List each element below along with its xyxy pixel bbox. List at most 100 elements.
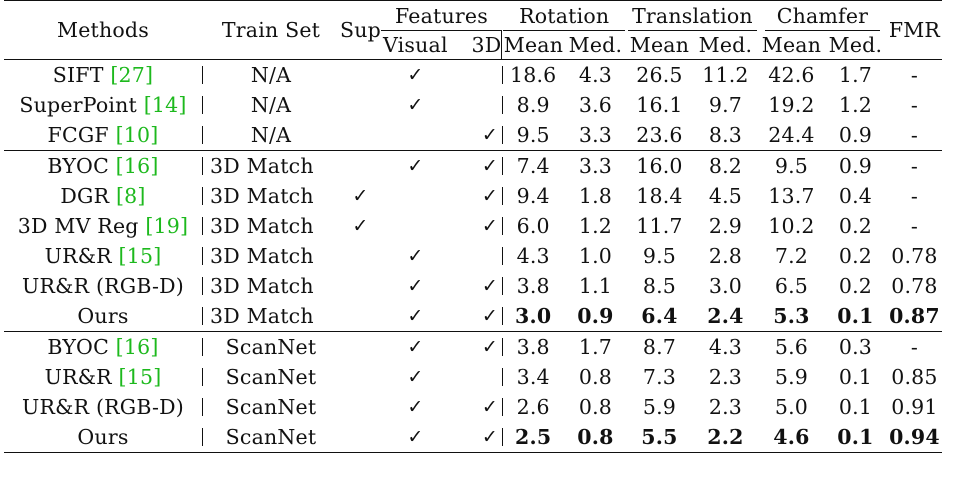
visual-check: ✓ — [407, 245, 424, 267]
citation-link[interactable]: [19] — [145, 214, 189, 238]
translation-med-value: 2.4 — [707, 304, 744, 328]
chamfer-mean-value: 4.6 — [758, 422, 825, 453]
header-row-1: Methods Train Set Sup Features Rotation … — [4, 0, 943, 60]
sup-check — [340, 392, 381, 422]
chamfer-med-value: 1.7 — [824, 59, 887, 90]
fmr-value: - — [910, 214, 918, 238]
translation-med-value: 2.9 — [708, 214, 743, 238]
citation-link[interactable]: [8] — [115, 184, 146, 208]
citation-link[interactable]: [15] — [118, 244, 162, 268]
table-row: UR&R [15] ScanNet ✓ 3.4 0.8 7.3 2.3 5.9 0.1 0.85 — [4, 362, 942, 392]
train-set-cell: 3D Match — [202, 181, 340, 211]
visual-check: ✓ — [407, 305, 424, 327]
translation-mean-value: 23.6 — [636, 123, 683, 147]
table-row: BYOC [16] ScanNet ✓ ✓ 3.8 1.7 8.7 4.3 5.6 0.3- — [4, 331, 943, 362]
method-name: SIFT — [52, 63, 111, 87]
header-fmr: FMR — [886, 0, 943, 60]
rotation-med-value: 1.1 — [578, 274, 613, 298]
sup-check — [340, 90, 381, 120]
header-translation-mean: Mean — [629, 33, 690, 57]
citation-link[interactable]: [15] — [118, 365, 162, 389]
table-row: DGR [8] 3D Match ✓ ✓ 9.4 1.8 18.4 4.5 13.7 0.4- — [4, 181, 942, 211]
citation-link[interactable]: [27] — [110, 63, 154, 87]
rotation-mean-value: 9.5 — [501, 120, 565, 151]
sup-check: ✓ — [352, 185, 369, 207]
train-set-cell: 3D Match — [202, 150, 340, 181]
chamfer-med-value: 0.1 — [838, 395, 873, 419]
method-name: UR&R (RGB-D) — [22, 274, 184, 298]
method-name: UR&R (RGB-D) — [22, 395, 184, 419]
chamfer-med-value: 0.1 — [824, 422, 887, 453]
sup-check — [340, 271, 381, 301]
rotation-med-value: 3.3 — [578, 123, 613, 147]
citation-link[interactable]: [14] — [143, 93, 187, 117]
rotation-med-value: 1.7 — [564, 331, 627, 362]
method-name: UR&R — [44, 365, 119, 389]
visual-check — [381, 181, 450, 211]
rotation-mean-value: 3.8 — [501, 271, 565, 301]
rotation-med-value: 0.9 — [577, 304, 614, 328]
translation-mean-value: 9.5 — [642, 244, 677, 268]
sup-check — [340, 59, 381, 90]
method-cell: Ours — [4, 422, 202, 453]
chamfer-med-value: 0.1 — [837, 304, 874, 328]
header-3d: 3D — [471, 33, 502, 57]
visual-check: ✓ — [380, 331, 450, 362]
header-chamfer: Chamfer — [758, 0, 887, 31]
fmr-value: - — [910, 123, 918, 147]
translation-med-value: 2.3 — [708, 365, 743, 389]
chamfer-mean-value: 10.2 — [768, 214, 815, 238]
rotation-mean-value: 3.8 — [501, 331, 565, 362]
fmr-value: 0.94 — [886, 422, 943, 453]
method-name: FCGF — [47, 123, 116, 147]
visual-check: ✓ — [407, 366, 424, 388]
train-set-cell: N/A — [202, 59, 340, 90]
three-d-check — [450, 362, 502, 392]
header-translation-med: Med. — [698, 33, 753, 57]
method-cell: UR&R (RGB-D) — [4, 392, 202, 422]
method-cell: 3D MV Reg [19] — [4, 211, 202, 241]
three-d-check: ✓ — [449, 331, 502, 362]
rotation-mean-value: 3.4 — [501, 362, 565, 392]
results-table: Methods Train Set Sup Features Rotation … — [4, 0, 943, 453]
three-d-check: ✓ — [449, 150, 502, 181]
chamfer-mean-value: 5.6 — [758, 331, 825, 362]
visual-check: ✓ — [380, 422, 450, 453]
method-name: Ours — [77, 425, 129, 449]
chamfer-mean-value: 19.2 — [768, 93, 815, 117]
translation-mean-value: 16.0 — [626, 150, 693, 181]
rotation-mean-value: 2.6 — [501, 392, 565, 422]
citation-link[interactable]: [10] — [115, 123, 159, 147]
visual-check: ✓ — [380, 150, 450, 181]
rotation-mean-value: 8.9 — [501, 90, 565, 120]
header-rotation: Rotation — [501, 0, 627, 31]
three-d-check — [450, 90, 502, 120]
table-row: BYOC [16] 3D Match ✓ ✓ 7.4 3.3 16.0 8.2 9.5 0.9- — [4, 150, 943, 181]
fmr-value: - — [886, 331, 943, 362]
three-d-check — [450, 241, 502, 271]
chamfer-mean-value: 7.2 — [774, 244, 809, 268]
header-chamfer-med: Med. — [828, 33, 883, 57]
rotation-mean-value: 2.5 — [501, 422, 565, 453]
translation-med-value: 11.2 — [692, 59, 759, 90]
fmr-value: 0.87 — [889, 304, 940, 328]
method-name: DGR — [60, 184, 116, 208]
rotation-mean-value: 7.4 — [501, 150, 565, 181]
translation-mean-value: 5.9 — [642, 395, 677, 419]
train-set-cell: 3D Match — [202, 301, 340, 332]
table-row: UR&R (RGB-D) ScanNet ✓ ✓ 2.6 0.8 5.9 2.3 5.0 0.1 0… — [4, 392, 942, 422]
chamfer-med-value: 0.2 — [838, 214, 873, 238]
table-row: 3D MV Reg [19] 3D Match ✓ ✓ 6.0 1.2 11.7 2.9 10.… — [4, 211, 942, 241]
table-row: UR&R (RGB-D) 3D Match ✓ ✓ 3.8 1.1 8.5 3.0 6.5 0.2… — [4, 271, 942, 301]
citation-link[interactable]: [16] — [115, 335, 159, 359]
translation-med-value: 8.2 — [692, 150, 759, 181]
sup-check — [340, 150, 381, 181]
chamfer-mean-value: 5.9 — [774, 365, 809, 389]
citation-link[interactable]: [16] — [115, 154, 159, 178]
train-set-cell: ScanNet — [202, 422, 340, 453]
three-d-check: ✓ — [481, 305, 498, 327]
train-set-cell: N/A — [202, 90, 340, 120]
train-set-cell: 3D Match — [202, 271, 340, 301]
chamfer-med-value: 0.9 — [824, 150, 887, 181]
